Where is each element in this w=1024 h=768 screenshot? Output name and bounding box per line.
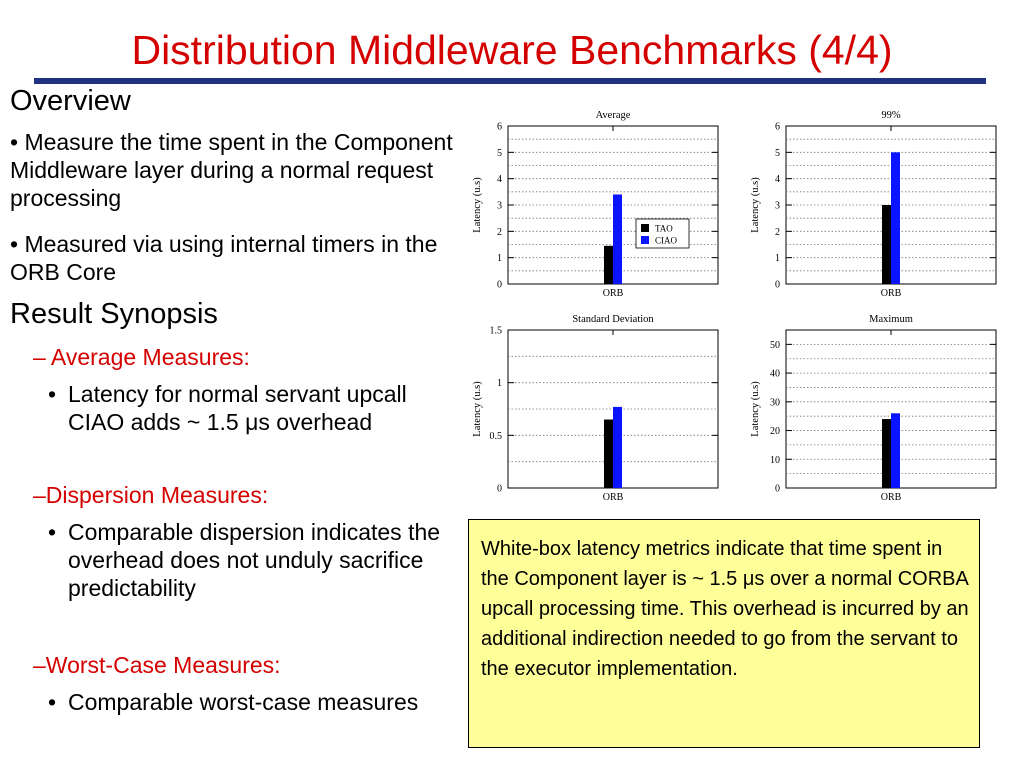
legend-swatch-tao xyxy=(641,224,649,232)
plot-title: Standard Deviation xyxy=(572,314,654,325)
plot-title: Average xyxy=(596,110,631,121)
worst-case-measures-text: Comparable worst-case measures xyxy=(68,689,419,715)
average-measures-text: Latency for normal servant upcall CIAO a… xyxy=(68,381,407,436)
note-text: White-box latency metrics indicate that … xyxy=(481,538,969,680)
y-tick-label: 1 xyxy=(497,253,502,264)
overview-bullet-1: • Measure the time spent in the Componen… xyxy=(10,129,453,212)
y-tick-label: 0.5 xyxy=(490,431,503,442)
bar-tao xyxy=(882,419,891,488)
y-tick-label: 1 xyxy=(497,378,502,389)
y-tick-label: 20 xyxy=(770,426,780,437)
y-tick-label: 6 xyxy=(775,122,780,133)
note-box: White-box latency metrics indicate that … xyxy=(468,519,980,748)
overview-bullet-2: • Measured via using internal timers in … xyxy=(10,231,438,286)
title-underline xyxy=(34,78,986,84)
bullet-dot: • xyxy=(48,381,57,407)
y-tick-label: 6 xyxy=(497,122,502,133)
legend-label-tao: TAO xyxy=(655,224,673,234)
overview-heading: Overview xyxy=(10,85,131,117)
y-axis-label: Latency (u.s) xyxy=(472,177,483,233)
y-tick-label: 10 xyxy=(770,455,780,466)
y-axis-label: Latency (u.s) xyxy=(750,177,761,233)
y-tick-label: 40 xyxy=(770,369,780,380)
y-tick-label: 0 xyxy=(775,484,780,495)
legend-swatch-ciao xyxy=(641,236,649,244)
bar-tao xyxy=(604,245,613,284)
dispersion-measures-heading: –Dispersion Measures: xyxy=(33,482,269,508)
x-tick-label: ORB xyxy=(881,288,902,299)
y-tick-label: 1.5 xyxy=(490,326,503,337)
y-tick-label: 50 xyxy=(770,340,780,351)
y-tick-label: 0 xyxy=(497,484,502,495)
bar-ciao xyxy=(613,406,622,488)
y-tick-label: 4 xyxy=(775,174,780,185)
average-measures-heading: – Average Measures: xyxy=(33,344,250,370)
legend-label-ciao: CIAO xyxy=(655,236,677,246)
synopsis-heading: Result Synopsis xyxy=(10,298,218,330)
charts-svg: 0 1 2 3 4 5 6 ORB Average Latency (u.s) TAO CIAO 0 1 2… xyxy=(472,110,997,503)
bar-ciao xyxy=(613,194,622,284)
bullet-dot: • xyxy=(48,689,57,715)
y-tick-label: 5 xyxy=(497,148,502,159)
worst-case-measures-heading: –Worst-Case Measures: xyxy=(33,652,281,678)
slide-title: Distribution Middleware Benchmarks (4/4) xyxy=(131,27,893,73)
x-tick-label: ORB xyxy=(881,492,902,503)
y-tick-label: 3 xyxy=(497,201,502,212)
y-tick-label: 30 xyxy=(770,397,780,408)
bar-tao xyxy=(882,205,891,284)
y-axis-label: Latency (u.s) xyxy=(750,381,761,437)
bullet-dot: • xyxy=(48,519,57,545)
x-tick-label: ORB xyxy=(603,492,624,503)
plot-title: Maximum xyxy=(869,314,913,325)
y-axis-label: Latency (u.s) xyxy=(472,381,483,437)
y-tick-label: 3 xyxy=(775,201,780,212)
plot-title: 99% xyxy=(881,110,901,121)
y-tick-label: 0 xyxy=(497,280,502,291)
bar-tao xyxy=(604,419,613,488)
bar-ciao xyxy=(891,152,900,284)
benchmark-charts: 0 1 2 3 4 5 6 ORB Average Latency (u.s) TAO CIAO 0 1 2… xyxy=(455,100,1005,510)
y-tick-label: 2 xyxy=(497,227,502,238)
average-measures-bullet: • Latency for normal servant upcall CIAO… xyxy=(48,380,448,436)
dispersion-measures-bullet: • Comparable dispersion indicates the ov… xyxy=(48,518,448,602)
y-tick-label: 4 xyxy=(497,174,502,185)
y-tick-label: 1 xyxy=(775,253,780,264)
y-tick-label: 2 xyxy=(775,227,780,238)
bar-ciao xyxy=(891,413,900,488)
dispersion-measures-text: Comparable dispersion indicates the over… xyxy=(68,519,441,602)
y-tick-label: 5 xyxy=(775,148,780,159)
worst-case-measures-bullet: • Comparable worst-case measures xyxy=(48,688,448,716)
x-tick-label: ORB xyxy=(603,288,624,299)
y-tick-label: 0 xyxy=(775,280,780,291)
